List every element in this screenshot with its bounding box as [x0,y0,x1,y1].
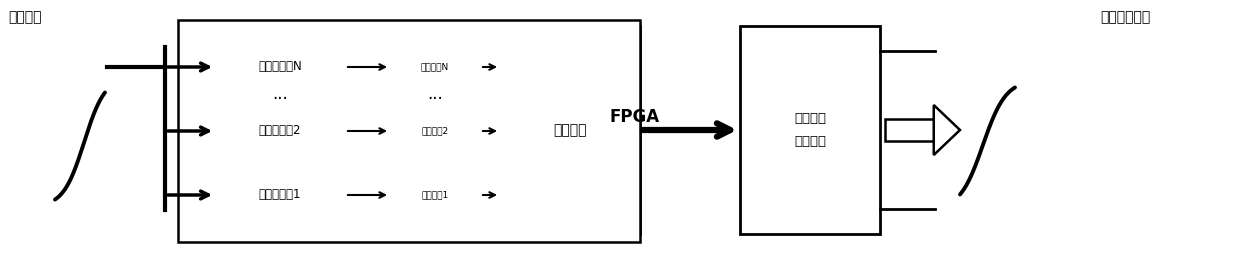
Text: 波形计数
波形产生: 波形计数 波形产生 [794,112,826,148]
Text: 门槛翻转2: 门槛翻转2 [421,127,448,135]
Text: 模拟比较器N: 模拟比较器N [259,61,302,74]
Bar [390,184,480,206]
Text: ···: ··· [427,90,443,108]
Text: FPGA: FPGA [610,108,660,126]
Text: 模拟比较器1: 模拟比较器1 [259,188,301,201]
Bar [215,175,345,215]
Text: 模拟比较器2: 模拟比较器2 [259,124,301,138]
Text: 数字滤波: 数字滤波 [553,123,587,137]
Bar [215,111,345,151]
Text: 弧光采集波形: 弧光采集波形 [1101,10,1150,24]
Text: 门槛翻转1: 门槛翻转1 [421,190,448,199]
Bar [390,56,480,78]
Bar [500,26,640,234]
Text: ···: ··· [272,90,288,108]
Bar [178,20,640,242]
Polygon shape [933,105,959,155]
Text: 实际弧光: 实际弧光 [7,10,42,24]
Bar [740,26,880,234]
Text: 门槛翻转N: 门槛翻转N [421,63,449,72]
Bar [885,119,933,141]
Bar [390,120,480,142]
Bar [215,47,345,87]
